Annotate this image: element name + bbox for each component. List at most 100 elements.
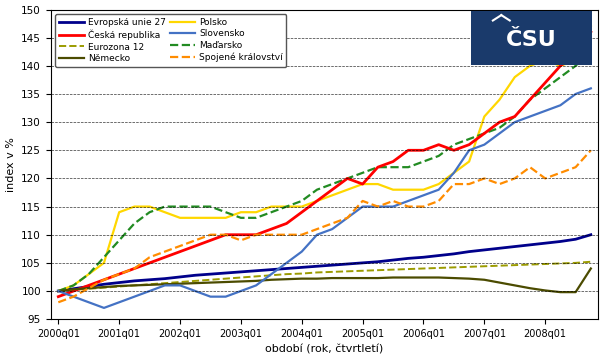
Slovensko	[587, 86, 594, 90]
Slovensko	[511, 120, 518, 124]
Eurozona 12	[572, 261, 579, 265]
Line: Česká republika: Česká republika	[59, 32, 591, 297]
Evropská unie 27	[298, 265, 306, 270]
Česká republika	[222, 233, 230, 237]
Spojené království	[511, 176, 518, 181]
Německo	[131, 283, 138, 288]
Maďarsko	[222, 210, 230, 214]
Spojené království	[390, 199, 397, 203]
Německo	[222, 280, 230, 284]
Německo	[207, 280, 214, 285]
Slovensko	[176, 283, 184, 288]
Polsko	[526, 64, 533, 68]
Evropská unie 27	[405, 256, 412, 261]
Spojené království	[572, 165, 579, 169]
Německo	[496, 280, 503, 285]
Německo	[557, 290, 564, 294]
Česká republika	[252, 233, 260, 237]
Česká republika	[587, 30, 594, 34]
Česká republika	[420, 148, 427, 152]
Spojené království	[237, 238, 245, 243]
Evropská unie 27	[526, 243, 533, 247]
Evropská unie 27	[390, 258, 397, 262]
Slovensko	[344, 216, 351, 220]
Slovensko	[542, 109, 549, 113]
Maďarsko	[466, 137, 473, 141]
Slovensko	[313, 233, 321, 237]
X-axis label: období (rok, čtvrtletí): období (rok, čtvrtletí)	[265, 345, 384, 355]
Spojené království	[146, 255, 153, 260]
Maďarsko	[298, 199, 306, 203]
Eurozona 12	[70, 288, 77, 292]
Německo	[511, 283, 518, 288]
Slovensko	[329, 227, 336, 231]
Eurozona 12	[146, 282, 153, 287]
Česká republika	[450, 148, 457, 152]
Česká republika	[298, 210, 306, 214]
Německo	[283, 277, 290, 282]
Maďarsko	[70, 283, 77, 288]
Polsko	[146, 204, 153, 209]
Polsko	[542, 58, 549, 62]
Evropská unie 27	[481, 248, 488, 252]
Y-axis label: index v %: index v %	[5, 137, 16, 192]
Eurozona 12	[176, 280, 184, 284]
Evropská unie 27	[313, 264, 321, 269]
Spojené království	[587, 148, 594, 152]
Německo	[344, 276, 351, 280]
Česká republika	[268, 227, 275, 231]
Česká republika	[344, 176, 351, 181]
Polsko	[268, 204, 275, 209]
Polsko	[298, 204, 306, 209]
Česká republika	[526, 98, 533, 102]
Eurozona 12	[359, 269, 366, 273]
Česká republika	[283, 221, 290, 226]
Maďarsko	[481, 131, 488, 136]
Slovensko	[557, 103, 564, 107]
Německo	[176, 282, 184, 286]
Polsko	[329, 193, 336, 198]
Německo	[526, 286, 533, 291]
Polsko	[55, 289, 62, 293]
Německo	[191, 281, 199, 285]
Maďarsko	[176, 204, 184, 209]
Maďarsko	[511, 114, 518, 119]
Evropská unie 27	[359, 261, 366, 265]
Spojené království	[405, 204, 412, 209]
Maďarsko	[374, 165, 382, 169]
Evropská unie 27	[435, 253, 442, 258]
Eurozona 12	[85, 287, 92, 291]
Spojené království	[420, 204, 427, 209]
Slovensko	[161, 283, 169, 288]
Polsko	[466, 159, 473, 164]
Německo	[405, 275, 412, 280]
Polsko	[587, 24, 594, 28]
Spojené království	[526, 165, 533, 169]
Maďarsko	[131, 221, 138, 226]
Evropská unie 27	[252, 269, 260, 273]
Polsko	[374, 182, 382, 186]
Eurozona 12	[390, 267, 397, 272]
Česká republika	[374, 165, 382, 169]
Eurozona 12	[55, 289, 62, 293]
Spojené království	[115, 272, 123, 276]
Česká republika	[511, 114, 518, 119]
Evropská unie 27	[161, 276, 169, 281]
Maďarsko	[313, 188, 321, 192]
Eurozona 12	[374, 268, 382, 273]
Česká republika	[557, 64, 564, 68]
Spojené království	[435, 199, 442, 203]
Německo	[237, 279, 245, 284]
Česká republika	[329, 188, 336, 192]
Česká republika	[55, 294, 62, 299]
Slovensko	[526, 114, 533, 119]
Polsko	[313, 199, 321, 203]
Maďarsko	[359, 171, 366, 175]
Eurozona 12	[557, 261, 564, 266]
Slovensko	[481, 143, 488, 147]
Eurozona 12	[191, 279, 199, 283]
Evropská unie 27	[131, 279, 138, 283]
Line: Maďarsko: Maďarsko	[59, 49, 591, 291]
Česká republika	[572, 53, 579, 57]
Slovensko	[359, 204, 366, 209]
